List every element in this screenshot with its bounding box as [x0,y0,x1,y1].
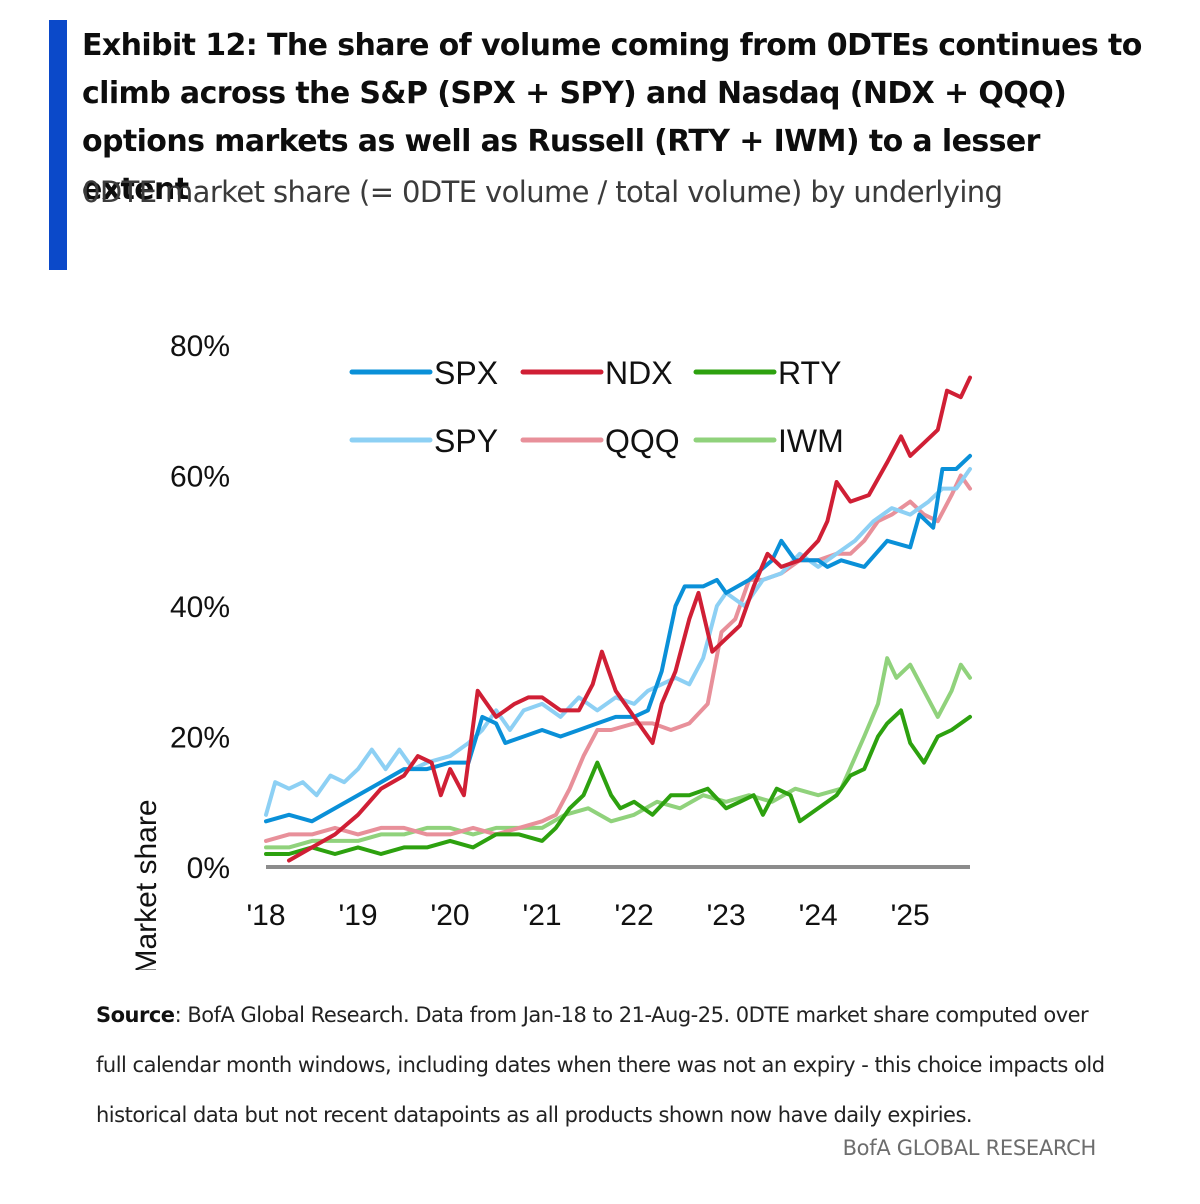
series-line-rty [264,708,972,856]
source-label: Source [96,1003,175,1027]
legend-item-iwm: IWM [693,423,844,459]
legend-label-spx: SPX [434,355,498,391]
legend-label-iwm: IWM [778,423,844,459]
series-line-spx [264,453,972,824]
y-tick-label: 60% [170,461,230,494]
legend-item-rty: RTY [693,355,841,391]
source-note: Source: BofA Global Research. Data from … [96,990,1106,1140]
line-chart: Market share 0% 20% 40% 60% 80% '18 '19 '20 '21… [130,330,972,970]
y-tick-label: 0% [187,852,230,885]
y-tick-label: 80% [170,330,230,363]
exhibit-subtitle: 0DTE market share (= 0DTE volume / total… [82,175,1003,209]
y-axis-label: Market share [130,799,163,970]
exhibit-accent-bar [49,20,67,270]
legend-item-spy: SPY [349,423,498,459]
exhibit-title: Exhibit 12: The share of volume coming f… [82,28,1142,207]
legend-label-rty: RTY [778,355,841,391]
legend-label-spy: SPY [434,423,498,459]
x-tick-label: '18 [246,899,285,932]
x-tick-label: '20 [430,899,469,932]
source-text: : BofA Global Research. Data from Jan-18… [96,1003,1105,1127]
legend-item-spx: SPX [349,355,498,391]
legend-label-qqq: QQQ [605,423,680,459]
x-tick-label: '23 [707,899,746,932]
x-tick-label: '25 [891,899,930,932]
x-tick-label: '24 [799,899,838,932]
series-line-ndx [287,375,972,863]
x-tick-label: '19 [338,899,377,932]
series-line-iwm [264,656,972,850]
y-tick-label: 20% [170,722,230,755]
y-tick-label: 40% [170,591,230,624]
legend-label-ndx: NDX [605,355,673,391]
footer-brand: BofA GLOBAL RESEARCH [842,1136,1097,1160]
series-line-qqq [264,473,972,843]
x-tick-label: '21 [523,899,562,932]
x-tick-label: '22 [615,899,654,932]
legend-item-qqq: QQQ [520,423,680,459]
legend-item-ndx: NDX [520,355,673,391]
series-line-spy [264,467,972,817]
